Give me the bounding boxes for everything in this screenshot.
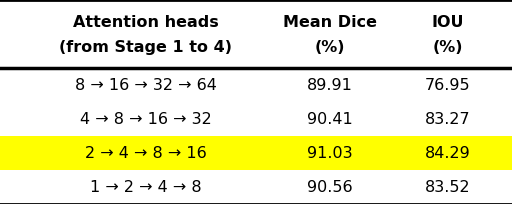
Text: 8 → 16 → 32 → 64: 8 → 16 → 32 → 64 (75, 78, 217, 93)
Text: 90.41: 90.41 (307, 112, 353, 127)
Text: 91.03: 91.03 (307, 146, 353, 161)
Text: (%): (%) (315, 40, 346, 55)
Text: (%): (%) (433, 40, 463, 55)
Text: 76.95: 76.95 (425, 78, 471, 93)
Text: (from Stage 1 to 4): (from Stage 1 to 4) (59, 40, 232, 55)
Text: 83.52: 83.52 (425, 180, 471, 195)
Text: 84.29: 84.29 (425, 146, 471, 161)
Bar (0, 136, 512, 170)
Text: 1 → 2 → 4 → 8: 1 → 2 → 4 → 8 (90, 180, 202, 195)
Text: Attention heads: Attention heads (73, 16, 219, 30)
Text: 4 → 8 → 16 → 32: 4 → 8 → 16 → 32 (80, 112, 212, 127)
Text: 90.56: 90.56 (307, 180, 353, 195)
Text: 2 → 4 → 8 → 16: 2 → 4 → 8 → 16 (85, 146, 207, 161)
Text: 83.27: 83.27 (425, 112, 471, 127)
Text: IOU: IOU (432, 16, 464, 30)
Text: Mean Dice: Mean Dice (283, 16, 377, 30)
Text: 89.91: 89.91 (307, 78, 353, 93)
